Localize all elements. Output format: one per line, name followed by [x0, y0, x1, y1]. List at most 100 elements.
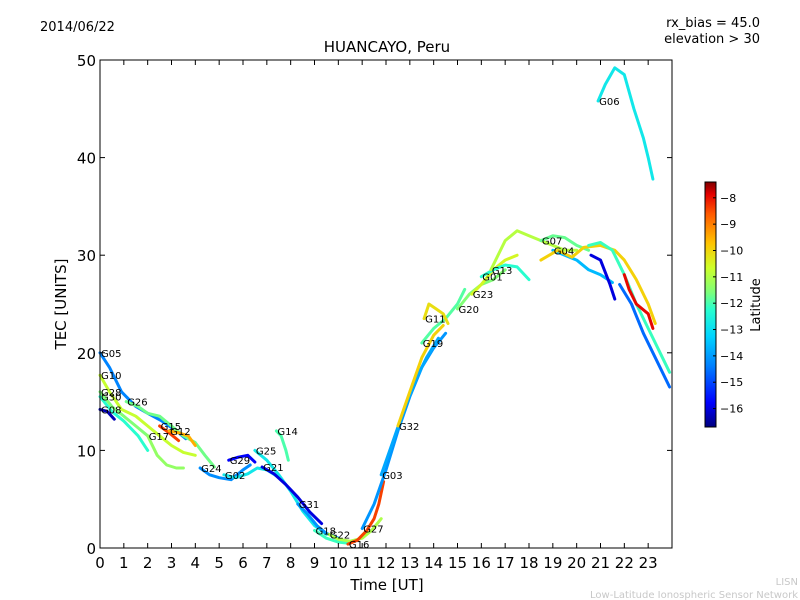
x-tick-label: 13	[400, 554, 419, 572]
series-label-g13: G13	[492, 266, 512, 277]
series-line-g16	[346, 480, 386, 546]
series-line-g13	[489, 229, 579, 272]
rx-bias-label: rx_bias = 45.0	[666, 16, 760, 31]
series-line-g10	[98, 373, 197, 457]
footer-network: Low-Latitude Ionospheric Sensor Network	[590, 590, 798, 600]
series-label-g23: G23	[473, 290, 493, 301]
x-tick-label: 4	[191, 554, 201, 572]
colorbar-tick-label: −10	[720, 244, 743, 257]
x-tick-label: 18	[519, 554, 538, 572]
x-tick-label: 17	[496, 554, 515, 572]
footer-lisn: LISN	[776, 577, 798, 588]
colorbar-tick-label: −13	[720, 324, 743, 337]
series-label-g01: G01	[482, 273, 502, 284]
series-label-g27: G27	[363, 525, 383, 536]
y-tick-label: 0	[86, 540, 96, 558]
series-label-g17: G17	[149, 432, 169, 443]
series-line-g11	[422, 302, 450, 325]
y-tick-label: 30	[77, 247, 96, 265]
date-label: 2014/06/22	[40, 20, 115, 35]
series-line-g29	[227, 453, 257, 464]
series-label-g31: G31	[299, 500, 319, 511]
x-tick-label: 23	[639, 554, 658, 572]
series-label-g21: G21	[263, 463, 283, 474]
series-line-g06	[596, 66, 655, 181]
x-tick-label: 10	[329, 554, 348, 572]
series-label-g25: G25	[256, 446, 276, 457]
series-line-g28	[98, 390, 150, 438]
series-line-g08	[98, 407, 116, 421]
series-label-g03: G03	[382, 471, 402, 482]
x-tick-label: 8	[286, 554, 296, 572]
colorbar-tick-label: −9	[720, 218, 736, 231]
x-tick-label: 19	[543, 554, 562, 572]
elevation-label: elevation > 30	[664, 32, 760, 47]
y-tick-label: 20	[77, 345, 96, 363]
series-line-g30	[98, 395, 150, 452]
series-label-g04: G04	[554, 246, 574, 257]
series-line-g17	[146, 434, 185, 470]
x-tick-label: 21	[591, 554, 610, 572]
series-line-g14	[274, 429, 290, 462]
colorbar: −8 −9 −10 −11 −12 −13 −14 −15 −16 Latitude	[704, 181, 764, 428]
colorbar-gradient	[704, 181, 717, 428]
colorbar-tick-label: −16	[720, 403, 743, 416]
x-axis: 0 1 2 3 4 5 6 7 8 9 10 11 12 13 14 15 16 17 18 19 20 21 22 23	[95, 60, 658, 572]
series-line-unlabeled-33	[618, 283, 672, 389]
series-label-g28: G28	[101, 388, 121, 399]
y-axis: 0 10 20 30 40 50	[77, 52, 672, 558]
series-label-g22: G22	[330, 530, 350, 541]
series-line-unlabeled-34	[622, 273, 655, 330]
series-label-g30: G30	[101, 393, 121, 404]
x-tick-label: 1	[119, 554, 129, 572]
x-tick-label: 11	[353, 554, 372, 572]
colorbar-tick-label: −8	[720, 192, 736, 205]
series-label-layer: G05G10G28G30G08G26G17G15G12G24G29G02G14G…	[101, 97, 620, 551]
x-tick-label: 5	[214, 554, 224, 572]
x-tick-label: 7	[262, 554, 272, 572]
series-label-g10: G10	[101, 371, 121, 382]
series-line-unlabeled-35	[589, 253, 617, 301]
y-tick-label: 10	[77, 442, 96, 460]
series-line-g01	[479, 263, 531, 282]
x-tick-label: 20	[567, 554, 586, 572]
series-line-g18	[313, 528, 350, 545]
x-tick-label: 15	[448, 554, 467, 572]
x-tick-label: 12	[376, 554, 395, 572]
y-axis-label: TEC [UNITS]	[52, 259, 70, 351]
colorbar-tick-label: −15	[720, 376, 743, 389]
colorbar-tick-label: −11	[720, 271, 743, 284]
colorbar-label: Latitude	[749, 278, 764, 332]
series-label-g06: G06	[599, 97, 619, 108]
x-tick-label: 3	[167, 554, 177, 572]
series-line-g26	[124, 400, 216, 469]
series-label-g11: G11	[425, 315, 445, 326]
colorbar-ticks: −8 −9 −10 −11 −12 −13 −14 −15 −16	[713, 192, 743, 416]
series-line-g24	[198, 463, 252, 482]
series-label-g32: G32	[399, 422, 419, 433]
x-tick-label: 6	[238, 554, 248, 572]
series-label-g14: G14	[277, 427, 297, 438]
series-line-g21	[260, 465, 324, 526]
x-tick-label: 22	[615, 554, 634, 572]
x-tick-label: 16	[472, 554, 491, 572]
chart-title: HUANCAYO, Peru	[324, 38, 450, 56]
series-label-g20: G20	[459, 305, 479, 316]
series-line-g15	[158, 424, 181, 443]
series-layer	[98, 66, 672, 546]
colorbar-tick-label: −12	[720, 297, 743, 310]
series-label-g18: G18	[316, 526, 336, 537]
series-label-g16: G16	[349, 540, 369, 551]
x-tick-label: 2	[143, 554, 153, 572]
series-line-g12	[167, 429, 197, 447]
series-line-g03	[379, 336, 440, 477]
colorbar-tick-label: −14	[720, 350, 743, 363]
y-tick-label: 40	[77, 150, 96, 168]
series-label-g02: G02	[225, 471, 245, 482]
x-tick-label: 14	[424, 554, 443, 572]
series-label-g29: G29	[230, 456, 250, 467]
series-line-g07	[539, 234, 591, 252]
y-tick-label: 50	[77, 52, 96, 70]
x-axis-label: Time [UT]	[349, 576, 423, 594]
